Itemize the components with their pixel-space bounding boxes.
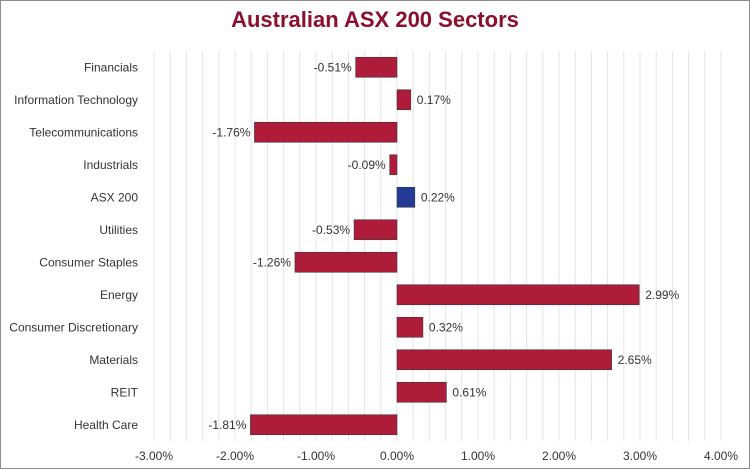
- bar-financials: [355, 56, 398, 78]
- category-label: Consumer Discretionary: [9, 320, 138, 334]
- data-label: -0.53%: [312, 223, 350, 237]
- data-label: -0.51%: [314, 60, 352, 74]
- data-label: 0.17%: [417, 93, 451, 107]
- x-tick-label: -1.00%: [297, 449, 335, 463]
- bar-industrials: [389, 154, 398, 176]
- x-tick-label: 2.00%: [542, 449, 576, 463]
- category-label: Utilities: [99, 223, 138, 237]
- chart-title: Australian ASX 200 Sectors: [231, 7, 519, 32]
- x-tick-label: 1.00%: [461, 449, 495, 463]
- category-label: Energy: [100, 288, 138, 302]
- category-label: Health Care: [74, 418, 138, 432]
- data-label: 2.99%: [645, 288, 679, 302]
- category-label: ASX 200: [91, 190, 139, 204]
- bar-materials: [396, 349, 612, 371]
- bar-consumer-staples: [294, 251, 398, 273]
- bar-health-care: [250, 414, 398, 436]
- bar-reit: [396, 381, 447, 403]
- category-label: Materials: [89, 353, 138, 367]
- x-tick-label: 4.00%: [704, 449, 738, 463]
- bar-energy: [396, 284, 640, 306]
- x-tick-label: -3.00%: [135, 449, 173, 463]
- category-label: Industrials: [83, 158, 138, 172]
- category-label: Financials: [84, 60, 138, 74]
- bar-information-technology: [396, 89, 412, 111]
- data-label: 0.22%: [421, 190, 455, 204]
- data-label: 2.65%: [618, 353, 652, 367]
- bar-consumer-discretionary: [396, 316, 424, 338]
- category-label: REIT: [111, 385, 139, 399]
- bar-telecommunications: [254, 121, 398, 143]
- data-label: -1.76%: [212, 125, 250, 139]
- category-label: Information Technology: [14, 93, 138, 107]
- x-tick-label: 0.00%: [380, 449, 414, 463]
- data-label: 0.32%: [429, 320, 463, 334]
- data-label: 0.61%: [452, 385, 486, 399]
- category-label: Telecommunications: [29, 125, 138, 139]
- data-label: -1.26%: [253, 255, 291, 269]
- data-label: -0.09%: [348, 158, 386, 172]
- bar-utilities: [353, 219, 398, 241]
- category-label: Consumer Staples: [39, 255, 138, 269]
- x-tick-label: -2.00%: [216, 449, 254, 463]
- x-tick-label: 3.00%: [623, 449, 657, 463]
- data-label: -1.81%: [208, 418, 246, 432]
- bar-asx-200: [396, 186, 416, 208]
